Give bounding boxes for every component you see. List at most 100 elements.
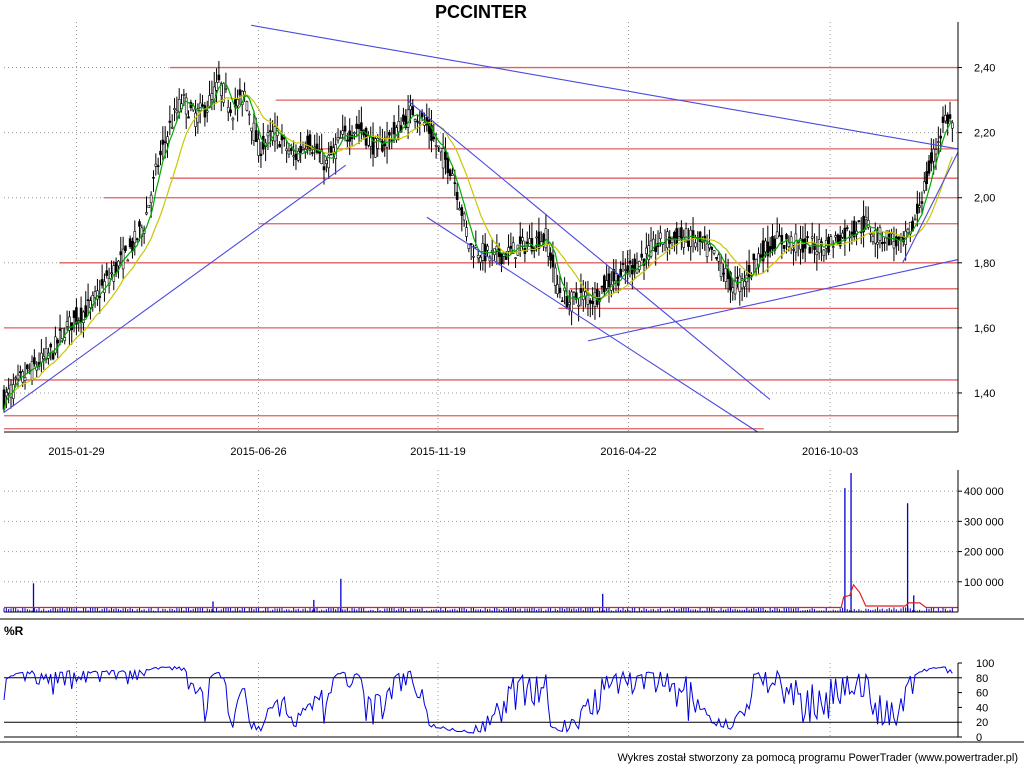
candle-body	[2, 389, 6, 410]
candle-body	[170, 126, 174, 129]
y-tick-label: 300 000	[964, 516, 1004, 528]
williams-r-label: %R	[4, 624, 24, 638]
candle-body	[240, 90, 244, 105]
candle-body	[325, 160, 328, 164]
candle-body	[451, 173, 454, 176]
candle-body	[65, 321, 69, 328]
y-tick-label: 100	[976, 658, 994, 670]
candle-body	[733, 280, 737, 295]
trendline	[251, 24, 959, 150]
candle-body	[843, 227, 847, 242]
candle-body	[731, 287, 735, 293]
candle-body	[416, 120, 419, 123]
candle-body	[815, 251, 819, 256]
candle-body	[299, 145, 302, 153]
candle-body	[259, 153, 263, 156]
candle-body	[322, 166, 326, 171]
candle-body	[301, 147, 305, 150]
candle-body	[294, 153, 298, 160]
candle-body	[607, 273, 611, 288]
support-resistance-lines	[4, 66, 958, 430]
candle-body	[542, 233, 545, 243]
candle-body	[409, 105, 412, 110]
candle-body	[787, 242, 791, 247]
candle-body	[287, 150, 291, 155]
candle-body	[708, 243, 711, 249]
candle-body	[460, 207, 464, 216]
candle-body	[628, 260, 632, 264]
candle-body	[173, 108, 176, 110]
candle-body	[437, 145, 440, 148]
candle-body	[381, 140, 384, 152]
candle-body	[268, 130, 272, 132]
candle-body	[441, 148, 445, 169]
y-tick-label: 2,20	[974, 128, 995, 140]
candle-body	[939, 135, 942, 139]
candle-body	[98, 295, 102, 298]
candle-body	[205, 110, 209, 113]
chart-title: PCCINTER	[434, 2, 527, 22]
candle-body	[339, 137, 342, 139]
candle-body	[813, 242, 816, 251]
candle-body	[892, 240, 896, 249]
candle-body	[593, 292, 597, 307]
candle-body	[374, 138, 377, 158]
candle-body	[411, 106, 415, 116]
candle-body	[26, 364, 29, 370]
candle-body	[941, 116, 945, 123]
candle-body	[68, 316, 71, 331]
candle-body	[166, 136, 169, 144]
candle-body	[736, 277, 739, 279]
candle-body	[145, 212, 148, 215]
candle-body	[500, 252, 503, 265]
candle-body	[224, 87, 228, 90]
y-tick-label: 2,40	[974, 63, 995, 75]
candle-body	[771, 236, 774, 250]
candle-body	[806, 236, 809, 239]
candle-body	[184, 97, 188, 115]
candle-body	[841, 232, 844, 238]
candle-body	[201, 104, 204, 107]
candle-body	[413, 119, 417, 122]
candle-body	[638, 261, 641, 270]
candle-body	[9, 384, 13, 398]
candle-body	[649, 240, 653, 257]
candle-body	[16, 374, 20, 380]
candle-body	[775, 231, 779, 239]
volume-panel	[3, 473, 958, 612]
candle-body	[320, 149, 323, 164]
candle-body	[908, 221, 912, 235]
candle-body	[567, 302, 571, 305]
candle-body	[923, 181, 926, 192]
candle-body	[388, 132, 391, 136]
y-tick-label: 1,40	[974, 388, 995, 400]
candle-body	[212, 86, 216, 103]
y-tick-label: 400 000	[964, 486, 1004, 498]
y-tick-label: 1,60	[974, 323, 995, 335]
candle-body	[448, 169, 452, 177]
candle-body	[560, 300, 564, 303]
candle-body	[84, 305, 88, 318]
candle-body	[126, 259, 130, 262]
candle-body	[439, 147, 443, 153]
candle-body	[537, 231, 541, 249]
candle-body	[297, 150, 300, 161]
candle-body	[766, 241, 770, 257]
candle-body	[341, 130, 344, 135]
candle-body	[465, 227, 468, 237]
candle-body	[677, 236, 681, 239]
candle-body	[759, 254, 763, 258]
moving-average-short	[3, 82, 953, 410]
candle-body	[927, 160, 931, 174]
candle-body	[168, 120, 172, 123]
candle-body	[871, 235, 875, 243]
candle-body	[525, 241, 529, 245]
candle-body	[430, 124, 433, 141]
candle-body	[549, 252, 552, 261]
candle-body	[785, 234, 788, 240]
candle-body	[353, 132, 356, 135]
candle-body	[33, 357, 36, 365]
candle-body	[551, 254, 555, 268]
candle-body	[14, 377, 17, 380]
